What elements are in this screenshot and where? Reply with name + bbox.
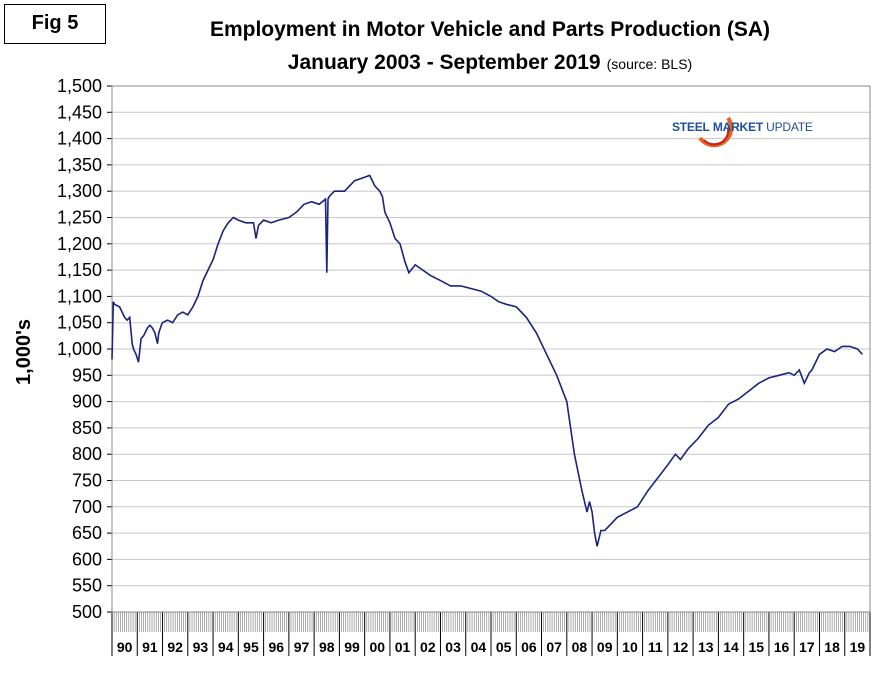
y-tick-label: 850 — [72, 418, 102, 438]
chart-subtitle: January 2003 - September 2019 (source: BL… — [120, 51, 860, 75]
logo-word-market: MARKET — [712, 120, 763, 134]
x-tick-label: 12 — [673, 639, 689, 655]
y-tick-label: 750 — [72, 471, 102, 491]
x-tick-label: 94 — [218, 639, 234, 655]
y-tick-label: 1,500 — [57, 76, 102, 96]
y-tick-label: 650 — [72, 523, 102, 543]
chart-title: Employment in Motor Vehicle and Parts Pr… — [209, 18, 771, 41]
x-tick-label: 99 — [344, 639, 360, 655]
y-tick-label: 1,100 — [57, 286, 102, 306]
y-tick-label: 1,300 — [57, 181, 102, 201]
x-tick-label: 04 — [471, 639, 487, 655]
x-tick-label: 98 — [319, 639, 335, 655]
y-axis-label: 1,000's — [13, 319, 35, 385]
chart-subtitle-text: January 2003 - September 2019 — [287, 51, 601, 74]
y-tick-label: 800 — [72, 444, 102, 464]
y-tick-label: 1,400 — [57, 129, 102, 149]
x-tick-label: 09 — [597, 639, 613, 655]
x-tick-label: 00 — [370, 639, 386, 655]
x-tick-label: 08 — [572, 639, 588, 655]
x-tick-label: 90 — [117, 639, 133, 655]
y-tick-label: 1,200 — [57, 234, 102, 254]
x-tick-label: 05 — [496, 639, 512, 655]
logo-swoosh-icon — [698, 116, 734, 148]
x-tick-label: 07 — [546, 639, 562, 655]
x-tick-label: 95 — [243, 639, 259, 655]
y-tick-label: 900 — [72, 392, 102, 412]
y-tick-label: 1,350 — [57, 155, 102, 175]
y-tick-label: 1,000 — [57, 339, 102, 359]
x-tick-label: 18 — [824, 639, 840, 655]
y-tick-label: 550 — [72, 576, 102, 596]
x-tick-label: 16 — [774, 639, 790, 655]
x-tick-label: 15 — [749, 639, 765, 655]
x-tick-label: 11 — [648, 639, 663, 655]
x-tick-label: 19 — [850, 639, 866, 655]
x-tick-label: 92 — [167, 639, 183, 655]
x-tick-label: 96 — [268, 639, 284, 655]
y-tick-label: 600 — [72, 549, 102, 569]
x-tick-label: 93 — [193, 639, 209, 655]
x-tick-label: 06 — [521, 639, 537, 655]
y-tick-label: 950 — [72, 365, 102, 385]
y-tick-label: 1,150 — [57, 260, 102, 280]
series-line — [111, 174, 863, 547]
gridlines — [112, 85, 870, 613]
x-tick-label: 10 — [622, 639, 638, 655]
y-tick-label: 500 — [72, 602, 102, 622]
x-tick-label: 02 — [420, 639, 436, 655]
logo-word-steel: STEEL — [672, 120, 710, 134]
x-tick-label: 14 — [723, 639, 739, 655]
x-axis-ticks: 90 91 92 93 94 95 96 97 98 99 00 01 02 03 04 05 06 07 08 09… — [111, 612, 871, 656]
y-tick-label: 1,450 — [57, 102, 102, 122]
x-tick-label: 17 — [799, 639, 815, 655]
y-axis-ticks: 500 550 600 650 700 750 800 850 900 950 1,000 1,050… — [57, 76, 112, 622]
y-tick-label: 1,050 — [57, 313, 102, 333]
x-tick-label: 01 — [395, 639, 411, 655]
y-tick-label: 700 — [72, 497, 102, 517]
source-note: (source: BLS) — [606, 56, 693, 72]
x-tick-label: 03 — [445, 639, 461, 655]
x-tick-label: 97 — [294, 639, 310, 655]
logo-word-update: UPDATE — [766, 120, 813, 134]
figure-label: Fig 5 — [4, 4, 106, 44]
logo-text: STEEL MARKET UPDATE — [672, 120, 813, 134]
steel-market-update-logo: STEEL MARKET UPDATE — [672, 108, 832, 148]
x-tick-label: 13 — [698, 639, 714, 655]
x-tick-label: 91 — [142, 639, 158, 655]
y-tick-label: 1,250 — [57, 208, 102, 228]
